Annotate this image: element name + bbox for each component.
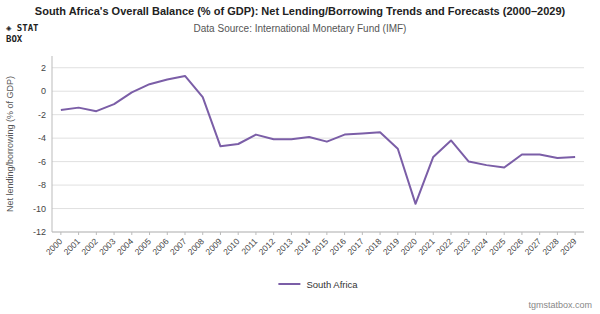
x-tick <box>486 232 487 235</box>
grid-line <box>52 67 584 68</box>
title: South Africa's Overall Balance (% of GDP… <box>35 5 566 17</box>
x-tick-label: 2029 <box>558 236 579 257</box>
x-tick <box>468 232 469 235</box>
x-tick-label: 2007 <box>168 236 189 257</box>
watermark: tgmstatbox.com <box>528 300 592 310</box>
x-tick-label: 2027 <box>523 236 544 257</box>
x-tick-label: 2019 <box>381 236 402 257</box>
x-tick <box>362 232 363 235</box>
x-tick-label: 2003 <box>97 236 118 257</box>
y-grid <box>52 68 584 232</box>
x-tick-label: 2016 <box>328 236 349 257</box>
x-tick-label: 2018 <box>363 236 384 257</box>
x-tick <box>255 232 256 235</box>
legend: South Africa <box>278 279 358 290</box>
x-tick-label: 2025 <box>487 236 508 257</box>
x-tick-label: 2028 <box>540 236 561 257</box>
background <box>0 0 600 314</box>
series-group <box>61 76 575 204</box>
x-tick <box>557 232 558 235</box>
grid-line <box>52 185 584 186</box>
x-tick-label: 2021 <box>416 236 437 257</box>
y-tick-label: 0 <box>41 86 46 96</box>
x-tick <box>149 232 150 235</box>
x-tick-label: 2008 <box>186 236 207 257</box>
line <box>61 76 575 204</box>
x-tick-label: 2024 <box>469 236 490 257</box>
legend-label: South Africa <box>306 279 358 290</box>
x-tick <box>309 232 310 235</box>
x-tick <box>167 232 168 235</box>
x-tick <box>415 232 416 235</box>
legend-item: South Africa <box>278 279 358 290</box>
x-tick <box>238 232 239 235</box>
x-tick-label: 2000 <box>44 236 65 257</box>
x-tick <box>60 232 61 235</box>
chart: South Africa's Overall Balance (% of GDP… <box>0 0 600 314</box>
x-tick-label: 2014 <box>292 236 313 257</box>
x-tick <box>521 232 522 235</box>
x-tick-label: 2004 <box>115 236 136 257</box>
x-tick <box>504 232 505 235</box>
x-tick-label: 2010 <box>221 236 242 257</box>
logo: ◈ STATBOX <box>6 23 39 44</box>
x-tick-label: 2012 <box>257 236 278 257</box>
x-tick <box>539 232 540 235</box>
y-axis-line <box>52 56 53 232</box>
x-tick-label: 2023 <box>452 236 473 257</box>
x-tick <box>291 232 292 235</box>
x-tick <box>202 232 203 235</box>
x-tick <box>397 232 398 235</box>
y-tick-label: 2 <box>41 63 46 73</box>
x-tick <box>220 232 221 235</box>
x-tick-label: 2022 <box>434 236 455 257</box>
x-tick-label: 2001 <box>62 236 83 257</box>
subtitle: Data Source: International Monetary Fund… <box>194 23 407 34</box>
x-tick <box>273 232 274 235</box>
x-tick-label: 2009 <box>203 236 224 257</box>
x-tick <box>433 232 434 235</box>
x-tick <box>114 232 115 235</box>
x-tick <box>131 232 132 235</box>
x-tick <box>326 232 327 235</box>
x-tick <box>380 232 381 235</box>
x-tick <box>451 232 452 235</box>
y-tick-label: -12 <box>33 227 46 237</box>
y-tick-label: -8 <box>38 180 46 190</box>
y-tick-label: -10 <box>33 204 46 214</box>
x-tick <box>344 232 345 235</box>
y-tick-label: -6 <box>38 157 46 167</box>
x-tick-label: 2013 <box>274 236 295 257</box>
x-tick <box>96 232 97 235</box>
x-tick-label: 2026 <box>505 236 526 257</box>
y-tick-label: -4 <box>38 133 46 143</box>
x-tick-label: 2002 <box>79 236 100 257</box>
legend-swatch <box>278 283 300 285</box>
x-tick-label: 2011 <box>239 236 259 256</box>
x-tick <box>78 232 79 235</box>
y-tick-label: -2 <box>38 110 46 120</box>
x-tick-label: 2020 <box>398 236 419 257</box>
x-tick <box>185 232 186 235</box>
grid-line <box>52 161 584 162</box>
y-axis-label: Net lending/borrowing (% of GDP) <box>5 76 15 212</box>
x-tick-label: 2006 <box>150 236 171 257</box>
x-tick-label: 2017 <box>345 236 366 257</box>
grid-line <box>52 208 584 209</box>
x-tick <box>575 232 576 235</box>
x-tick-label: 2005 <box>132 236 153 257</box>
grid-line <box>52 114 584 115</box>
x-tick-label: 2015 <box>310 236 331 257</box>
